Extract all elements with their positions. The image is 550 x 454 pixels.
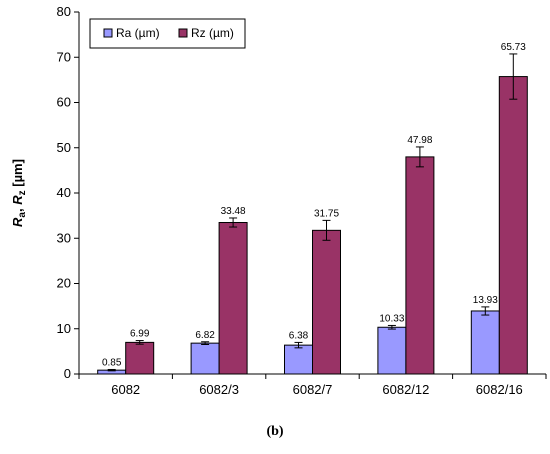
y-tick-label: 10: [57, 321, 71, 336]
legend: Ra (µm) Rz (µm): [89, 18, 246, 49]
bar-rz: [498, 76, 528, 375]
bar-ra: [377, 326, 407, 375]
y-axis-title-part: ,: [10, 205, 25, 212]
y-axis-title-part: R: [10, 217, 25, 227]
bar-rz: [405, 156, 435, 375]
bar-ra: [284, 344, 313, 375]
data-label: 65.73: [501, 42, 526, 53]
x-tick-label: 6082/16: [476, 382, 523, 397]
y-axis-title-part: [µm]: [10, 159, 25, 190]
y-axis-label: Ra, Rz [µm]: [10, 159, 28, 227]
legend-swatch: [103, 28, 113, 38]
bar-rz: [312, 229, 341, 375]
y-tick-label: 40: [57, 185, 71, 200]
y-tick-label: 50: [57, 140, 71, 155]
y-tick-label: 70: [57, 49, 71, 64]
y-tick-label: 20: [57, 276, 71, 291]
bar-rz: [125, 341, 155, 375]
data-label: 6.82: [195, 330, 215, 341]
y-axis: 0 10 20 30 40 50 60 70 80: [57, 4, 80, 381]
y-tick-label: 30: [57, 230, 71, 245]
figure-caption: (b): [266, 424, 284, 439]
legend-entry: Ra (µm): [116, 26, 160, 40]
x-tick-label: 6082: [111, 382, 140, 397]
data-label: 0.85: [102, 357, 122, 368]
data-label: 13.93: [473, 295, 498, 306]
x-axis: 6082 6082/3 6082/7 6082/12 6082/16: [78, 373, 547, 397]
legend-entry: Rz (µm): [191, 26, 234, 40]
x-tick-label: 6082/7: [293, 382, 333, 397]
x-tick-label: 6082/12: [382, 382, 429, 397]
bar-ra: [470, 310, 500, 375]
data-label: 10.33: [379, 313, 404, 324]
legend-swatch: [178, 28, 188, 38]
y-axis-title: Ra, Rz [µm]: [10, 159, 28, 227]
y-axis-title-part: z: [17, 190, 28, 195]
y-tick-label: 60: [57, 95, 71, 110]
y-axis-title-part: a: [17, 212, 28, 218]
bars: 0.85 6.82 6.38 10.33 13.93 6.99 33.48 31.75 47.9…: [97, 42, 528, 375]
bar-ra: [190, 342, 220, 375]
data-label: 47.98: [407, 135, 432, 146]
data-label: 31.75: [314, 208, 339, 219]
data-label: 6.99: [130, 329, 150, 340]
bar-chart: Ra, Rz [µm] 0 10 20 30 40 50 60 70 80 6082 6082/3…: [10, 4, 547, 397]
data-label: 33.48: [221, 206, 246, 217]
y-axis-title-part: R: [10, 195, 25, 205]
legend-box: [89, 18, 246, 49]
y-tick-label: 80: [57, 4, 71, 19]
x-tick-label: 6082/3: [199, 382, 239, 397]
data-label: 6.38: [289, 330, 309, 341]
y-tick-label: 0: [64, 366, 71, 381]
bar-rz: [218, 222, 248, 375]
